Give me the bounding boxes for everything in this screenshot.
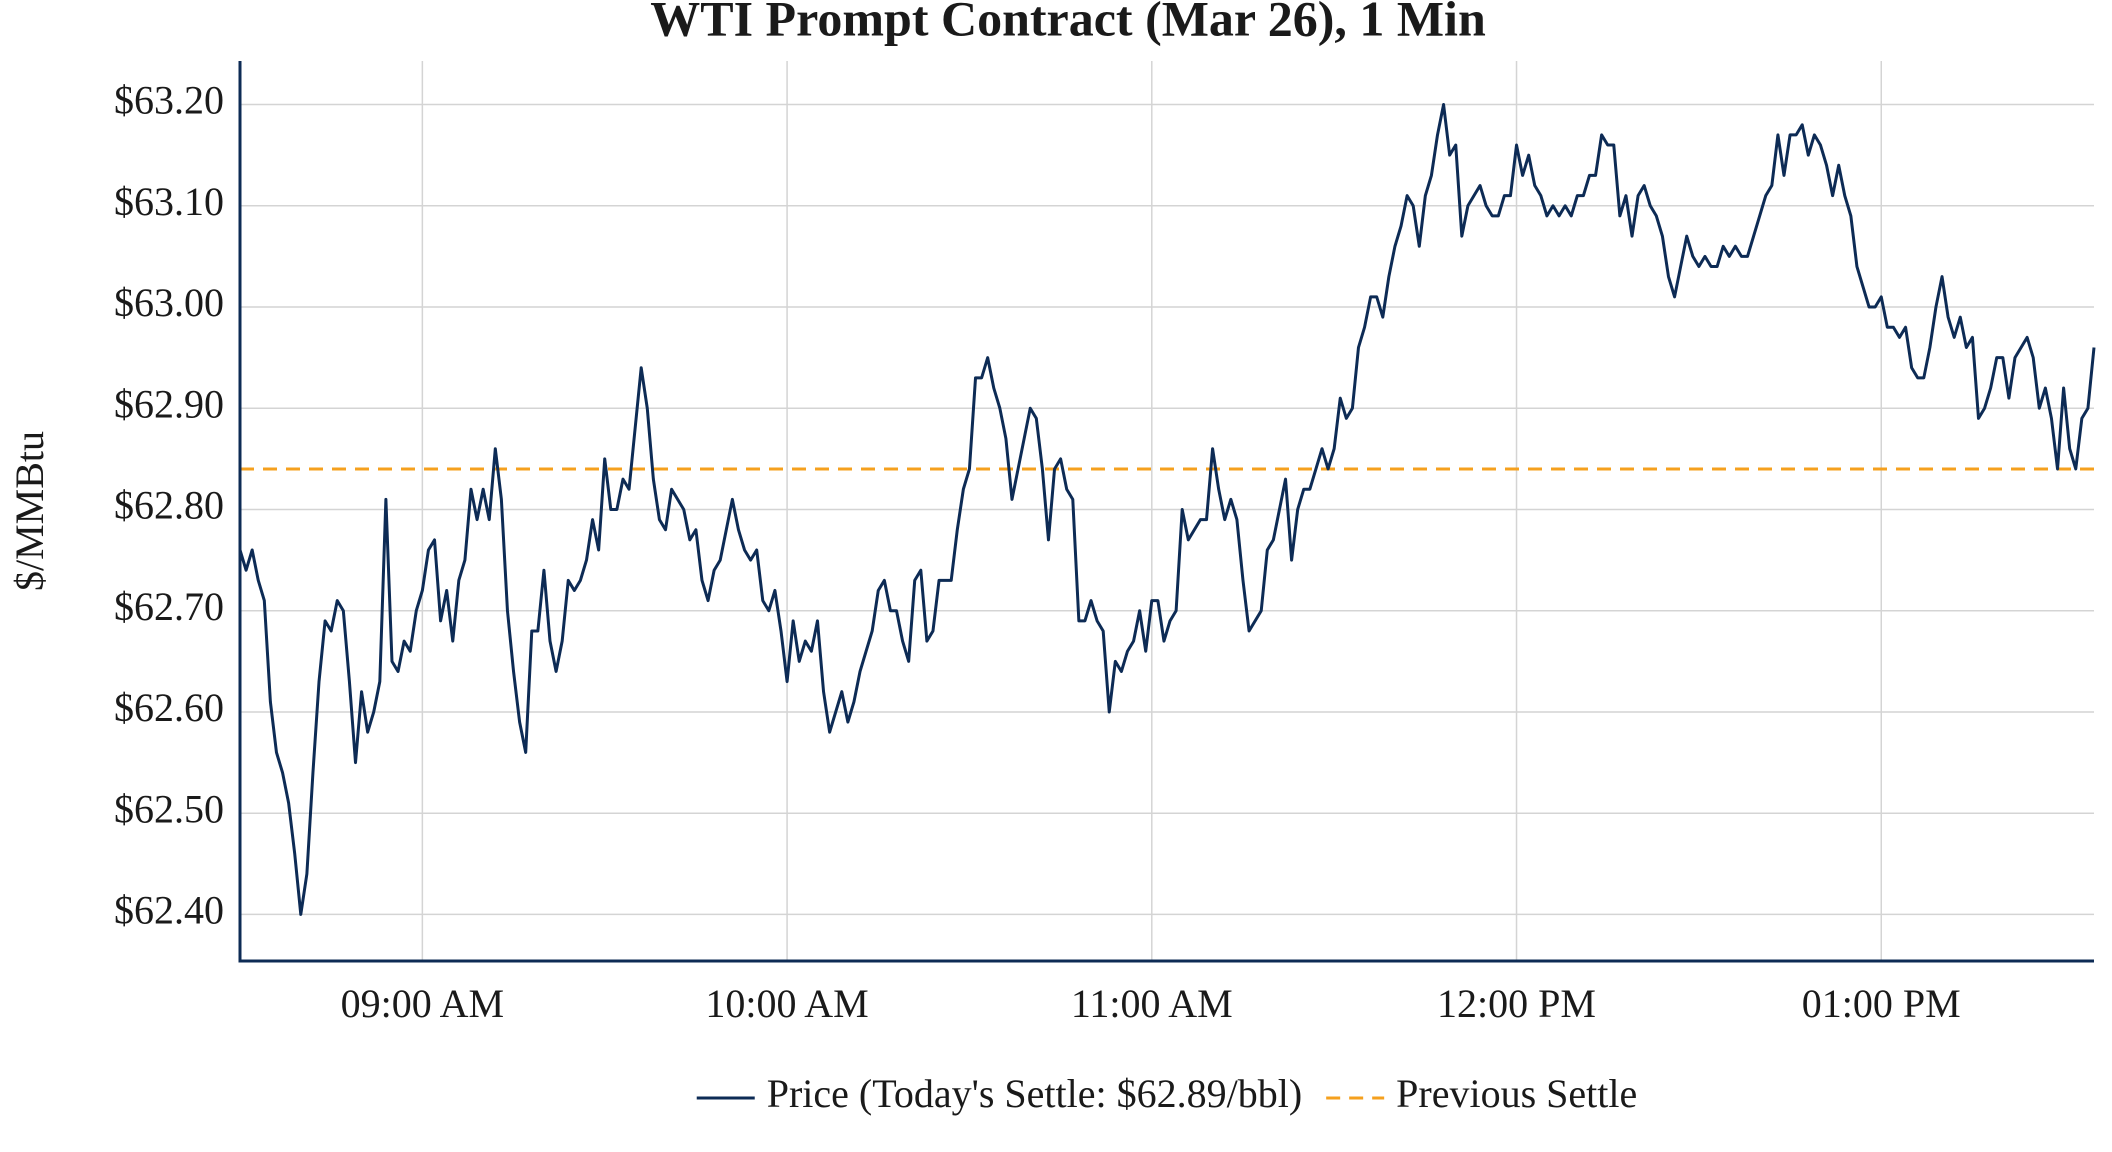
y-tick-label: $63.20 [114, 78, 224, 123]
y-tick-label: $62.80 [114, 483, 224, 528]
legend-label: Price (Today's Settle: $62.89/bbl) [767, 1071, 1302, 1116]
y-tick-label: $63.10 [114, 179, 224, 224]
y-tick-label: $62.70 [114, 584, 224, 629]
chart-title: WTI Prompt Contract (Mar 26), 1 Min [650, 0, 1486, 46]
x-tick-label: 01:00 PM [1802, 981, 1961, 1026]
x-tick-label: 10:00 AM [705, 981, 868, 1026]
y-tick-label: $62.40 [114, 888, 224, 933]
y-tick-label: $63.00 [114, 280, 224, 325]
y-axis-label: $/MMBtu [7, 431, 52, 591]
x-tick-label: 12:00 PM [1437, 981, 1596, 1026]
legend-label: Previous Settle [1396, 1071, 1637, 1116]
y-tick-label: $62.60 [114, 685, 224, 730]
x-tick-label: 11:00 AM [1071, 981, 1233, 1026]
y-tick-label: $62.50 [114, 786, 224, 831]
price-line [238, 103, 2096, 916]
y-tick-label: $62.90 [114, 381, 224, 426]
x-tick-label: 09:00 AM [341, 981, 504, 1026]
